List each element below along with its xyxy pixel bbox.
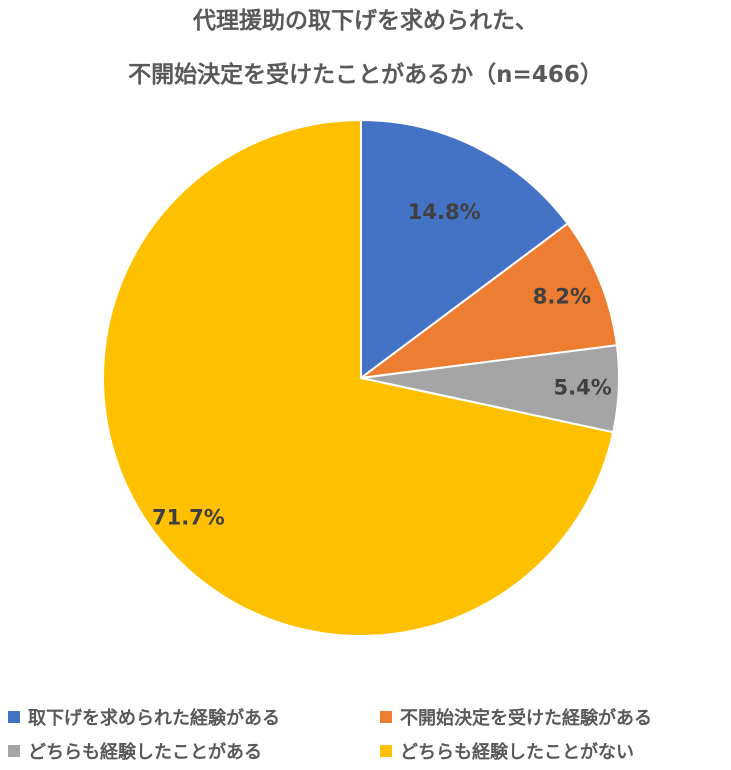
data-label: 5.4% xyxy=(554,375,612,399)
pie-slice xyxy=(357,222,619,380)
pie-slice xyxy=(360,118,570,380)
chart-legend: 取下げを求められた経験がある 不開始決定を受けた経験がある どちらも経験したこと… xyxy=(0,700,731,768)
legend-label: どちらも経験したことがない xyxy=(400,742,634,763)
legend-swatch xyxy=(8,711,20,723)
data-label: 8.2% xyxy=(533,285,591,309)
legend-item: 不開始決定を受けた経験がある xyxy=(380,704,652,730)
chart-title-line-1: 代理援助の取下げを求められた、 xyxy=(193,8,538,34)
data-label: 14.8% xyxy=(408,200,481,224)
legend-swatch xyxy=(8,745,20,757)
chart-title-line-2: 不開始決定を受けたことがあるか（n=466） xyxy=(128,62,603,88)
legend-item: 取下げを求められた経験がある xyxy=(8,704,380,730)
legend-label: 取下げを求められた経験がある xyxy=(28,708,280,729)
legend-swatch xyxy=(380,711,392,723)
legend-item: どちらも経験したことがない xyxy=(380,738,634,764)
pie-chart: 14.8% 8.2% 5.4% 71.7% xyxy=(102,118,620,637)
pie-slice xyxy=(102,118,615,637)
legend-label: どちらも経験したことがある xyxy=(28,742,262,763)
legend-swatch xyxy=(380,745,392,757)
legend-label: 不開始決定を受けた経験がある xyxy=(400,708,652,729)
legend-item: どちらも経験したことがある xyxy=(8,738,380,764)
data-label: 71.7% xyxy=(152,505,225,529)
